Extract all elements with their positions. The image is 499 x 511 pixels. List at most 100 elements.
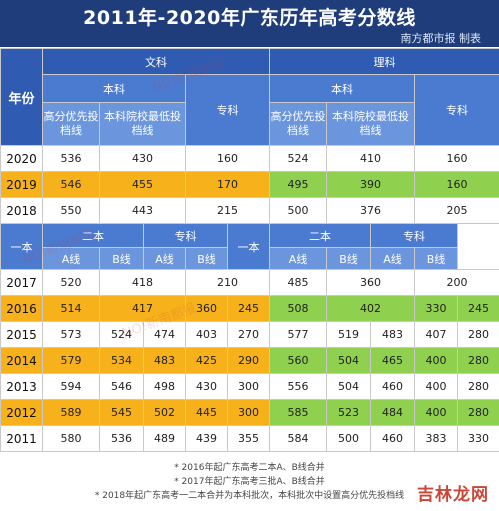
wenke-zhuan-a-header: A线 [143, 247, 186, 270]
data-cell: 400 [414, 373, 459, 400]
data-cell: 584 [269, 425, 328, 452]
data-cell: 410 [326, 145, 416, 172]
data-cell: 160 [414, 171, 499, 198]
data-cell: 280 [457, 399, 499, 426]
data-cell: 524 [269, 145, 328, 172]
data-cell: 500 [269, 197, 328, 224]
data-cell: 594 [42, 373, 100, 400]
data-cell: 508 [269, 295, 328, 322]
data-cell: 376 [326, 197, 416, 224]
like-erben-a-header: A线 [269, 247, 328, 270]
data-cell: 418 [99, 269, 186, 296]
data-cell: 170 [184, 171, 271, 198]
data-cell: 383 [414, 425, 459, 452]
data-cell: 425 [185, 347, 228, 374]
data-cell: 270 [226, 321, 271, 348]
year-cell: 2019 [0, 171, 43, 198]
data-cell: 585 [269, 399, 328, 426]
data-cell: 502 [143, 399, 186, 426]
data-cell: 400 [414, 347, 459, 374]
wenke-zhuanke-header-2: 专科 [143, 223, 228, 248]
like-header: 理科 [269, 48, 499, 75]
footnote: * 2018年起广东高考一二本合并为本科批次，本科批次中设置高分优先投档线 [94, 491, 405, 501]
legacy-years-body: 2017 520 418 210 485 360 200 2016 514 41… [0, 269, 499, 452]
wenke-benke-header: 本科 [42, 74, 186, 103]
title-banner: 2011年-2020年广东历年高考分数线 南方都市报 制表 [0, 0, 499, 47]
data-cell: 160 [414, 145, 499, 172]
data-cell: 556 [269, 373, 328, 400]
data-cell: 407 [414, 321, 459, 348]
data-cell: 280 [457, 321, 499, 348]
data-cell: 485 [269, 269, 328, 296]
wenke-zhuan-b-header: B线 [185, 247, 228, 270]
data-cell: 550 [42, 197, 100, 224]
data-cell: 360 [326, 269, 416, 296]
footnotes: * 2016年起广东高考二本A、B线合并 * 2017年起广东高考三批A、B线合… [0, 461, 499, 503]
data-cell: 430 [99, 145, 186, 172]
table-row: 2014 579 534 483 425 290 560 504 465 400… [0, 347, 499, 374]
score-table: 年份 文科 理科 本科 专科 本科 专科 高分优先投档线 本科院校最低投档线 高… [0, 48, 499, 452]
table-row: 2012 589 545 502 445 300 585 523 484 400… [0, 399, 499, 426]
data-cell: 495 [269, 171, 328, 198]
data-cell: 400 [414, 399, 459, 426]
data-cell: 300 [226, 373, 271, 400]
data-cell: 484 [370, 399, 416, 426]
data-cell: 546 [42, 171, 100, 198]
data-cell: 580 [42, 425, 100, 452]
data-cell: 443 [99, 197, 186, 224]
year-cell: 2015 [0, 321, 43, 348]
wenke-zhuanke-header: 专科 [184, 74, 271, 146]
data-cell: 360 [185, 295, 228, 322]
data-cell: 483 [370, 321, 416, 348]
data-cell: 290 [226, 347, 271, 374]
data-cell: 465 [370, 347, 416, 374]
data-cell: 546 [99, 373, 144, 400]
data-cell: 545 [99, 399, 144, 426]
data-cell: 403 [185, 321, 228, 348]
year-cell: 2014 [0, 347, 43, 374]
table-row: 2018 550 443 215 500 376 205 [0, 197, 499, 224]
data-cell: 355 [226, 425, 271, 452]
data-cell: 330 [457, 425, 499, 452]
data-cell: 210 [184, 269, 271, 296]
year-cell: 2011 [0, 425, 43, 452]
data-cell: 536 [99, 425, 144, 452]
like-gaofen-header: 高分优先投档线 [269, 102, 328, 146]
data-cell: 504 [326, 347, 372, 374]
like-zhuan-b-header: B线 [414, 247, 459, 270]
legacy-header: 一本 二本 专科 一本 二本 专科 A线 B线 A线 B线 A线 B线 A线 B… [0, 223, 499, 270]
data-cell: 445 [185, 399, 228, 426]
year-cell: 2012 [0, 399, 43, 426]
data-cell: 460 [370, 373, 416, 400]
data-cell: 245 [226, 295, 271, 322]
like-erben-b-header: B线 [326, 247, 372, 270]
data-cell: 534 [99, 347, 144, 374]
wenke-gaofen-header: 高分优先投档线 [42, 102, 100, 146]
recent-years-body: 2020 536 430 160 524 410 160 2019 546 45… [0, 145, 499, 224]
table-row: 2011 580 536 489 439 355 584 500 460 383… [0, 425, 499, 452]
data-cell: 215 [184, 197, 271, 224]
data-cell: 330 [414, 295, 459, 322]
year-cell: 2013 [0, 373, 43, 400]
data-cell: 524 [99, 321, 144, 348]
like-yiben-header: 一本 [226, 223, 271, 270]
data-cell: 200 [414, 269, 499, 296]
year-cell: 2017 [0, 269, 43, 296]
data-cell: 523 [326, 399, 372, 426]
data-cell: 483 [143, 347, 186, 374]
data-cell: 390 [326, 171, 416, 198]
data-cell: 500 [326, 425, 372, 452]
data-cell: 430 [185, 373, 228, 400]
data-cell: 514 [42, 295, 100, 322]
data-cell: 245 [457, 295, 499, 322]
like-benke-header: 本科 [269, 74, 416, 103]
table-row: 2020 536 430 160 524 410 160 [0, 145, 499, 172]
page-title: 2011年-2020年广东历年高考分数线 [83, 7, 416, 29]
like-zhuan-a-header: A线 [370, 247, 416, 270]
footnote: * 2017年起广东高考三批A、B线合并 [174, 477, 325, 487]
data-cell: 504 [326, 373, 372, 400]
data-cell: 520 [42, 269, 100, 296]
data-cell: 519 [326, 321, 372, 348]
table-row: 2013 594 546 498 430 300 556 504 460 400… [0, 373, 499, 400]
